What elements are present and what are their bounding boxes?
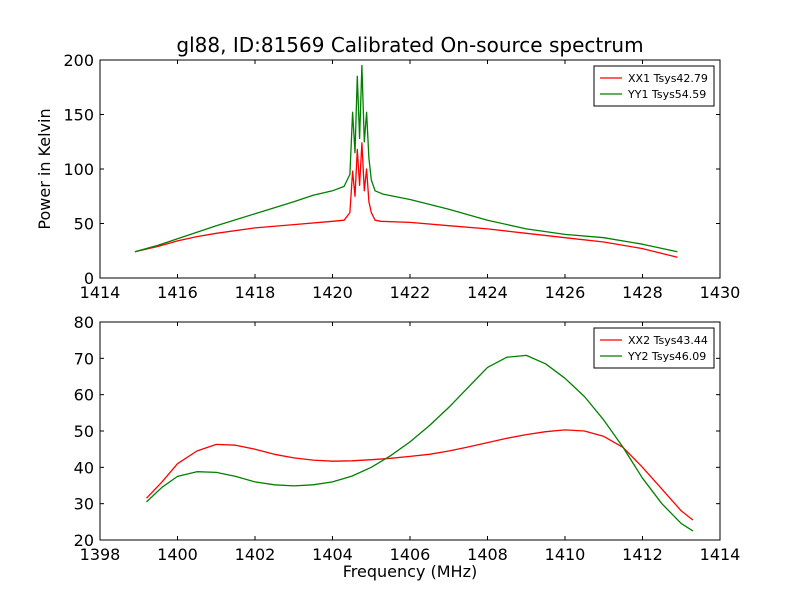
x-tick-label: 1406	[390, 545, 431, 564]
y-tick-label: 150	[63, 106, 94, 125]
x-tick-label: 1410	[545, 545, 586, 564]
y-tick-label: 50	[74, 422, 94, 441]
y-tick-label: 0	[84, 269, 94, 288]
legend-label: XX1 Tsys42.79	[628, 72, 708, 85]
x-tick-label: 1424	[467, 283, 508, 302]
x-tick-label: 1402	[235, 545, 276, 564]
x-tick-label: 1398	[80, 545, 121, 564]
x-tick-label: 1404	[312, 545, 353, 564]
y-tick-label: 40	[74, 458, 94, 477]
x-tick-label: 1408	[467, 545, 508, 564]
y-tick-label: 20	[74, 531, 94, 550]
x-tick-label: 1412	[622, 545, 663, 564]
series-line-yy1	[134, 64, 678, 253]
x-tick-label: 1430	[700, 283, 741, 302]
legend-label: XX2 Tsys43.44	[628, 334, 708, 347]
series-line-xx1	[134, 142, 678, 258]
top-plot: 1414 1416 1418 1420 1422 1424 1426 1428 1430 0 50 1…	[35, 33, 740, 302]
legend-label: YY2 Tsys46.09	[627, 350, 706, 363]
chart-title: gl88, ID:81569 Calibrated On-source spec…	[176, 33, 643, 57]
x-tick-label: 1416	[157, 283, 198, 302]
x-tick-label: 1414	[700, 545, 741, 564]
legend-label: YY1 Tsys54.59	[627, 88, 706, 101]
x-tick-label: 1400	[157, 545, 198, 564]
x-tick-label: 1420	[312, 283, 353, 302]
y-tick-label: 50	[74, 215, 94, 234]
legend-box	[593, 65, 715, 107]
bottom-plot: 1398 1400 1402 1404 1406 1408 1410 1412 1414 20 30…	[74, 313, 741, 581]
legend-box	[593, 327, 715, 369]
x-tick-label: 1414	[80, 283, 121, 302]
y-tick-label: 80	[74, 313, 94, 332]
y-tick-label: 200	[63, 51, 94, 70]
y-tick-label: 60	[74, 386, 94, 405]
x-tick-label: 1426	[545, 283, 586, 302]
x-tick-label: 1428	[622, 283, 663, 302]
x-tick-label: 1418	[235, 283, 276, 302]
series-line-yy2	[146, 354, 694, 532]
y-tick-label: 70	[74, 349, 94, 368]
y-tick-label: 100	[63, 160, 94, 179]
series-line-xx2	[146, 429, 694, 521]
y-axis-title: Power in Kelvin	[35, 108, 54, 229]
x-tick-label: 1422	[390, 283, 431, 302]
y-tick-label: 30	[74, 495, 94, 514]
x-axis-title: Frequency (MHz)	[343, 562, 477, 581]
